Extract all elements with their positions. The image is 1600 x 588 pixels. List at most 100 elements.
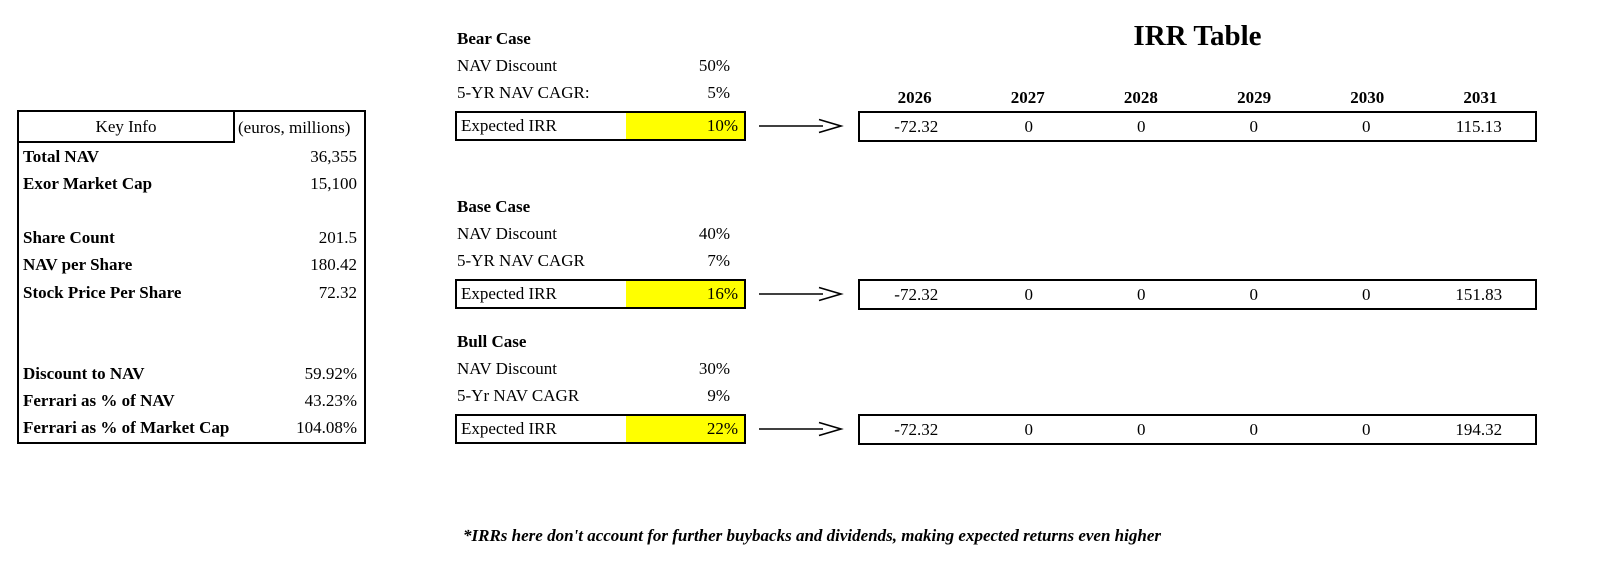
key-info-unit-cell: (euros, millions) (235, 112, 364, 143)
irr-table-row-base: -72.32 0 0 0 0 151.83 (858, 279, 1537, 310)
case-title: Bear Case (457, 28, 531, 48)
key-info-row-ferrari-pct-nav: Ferrari as % of NAV 43.23% (19, 388, 364, 415)
key-info-row-value[interactable]: 36,355 (310, 146, 357, 166)
irr-cash-flow-cell[interactable]: 0 (1362, 284, 1371, 304)
expected-irr-label: Expected IRR (461, 419, 557, 438)
key-info-row-share-count: Share Count 201.5 (19, 225, 364, 252)
assumption-label: NAV Discount (457, 358, 557, 378)
case-title: Base Case (457, 196, 531, 216)
irr-cash-flow-cell[interactable]: 0 (1249, 116, 1259, 136)
irr-table-row-bear: -72.32 0 0 0 0 115.13 (858, 111, 1537, 142)
case-assumption-row: NAV Discount 50% (455, 52, 746, 79)
key-info-row-value[interactable]: 104.08% (296, 418, 357, 438)
assumption-value[interactable]: 5% (707, 82, 730, 102)
irr-cash-flow-cell[interactable]: -72.32 (894, 116, 939, 136)
irr-cash-flow-cell[interactable]: 0 (1362, 419, 1371, 439)
key-info-row-discount-to-nav: Discount to NAV 59.92% (19, 361, 364, 388)
irr-cash-flow-cell[interactable]: 0 (1024, 116, 1034, 136)
irr-cash-flow-cell[interactable]: 0 (1024, 284, 1034, 304)
case-assumption-row: 5-YR NAV CAGR: 5% (455, 79, 746, 106)
key-info-row-total-nav: Total NAV 36,355 (19, 143, 364, 170)
case-assumption-row: NAV Discount 40% (455, 220, 746, 247)
irr-cash-flow-cell[interactable]: -72.32 (894, 419, 939, 439)
irr-cash-flow-cell[interactable]: -72.32 (894, 284, 939, 304)
right-arrow-icon (757, 420, 845, 438)
key-info-row-value[interactable]: 59.92% (304, 364, 357, 384)
key-info-row-label: Stock Price Per Share (23, 282, 182, 302)
expected-irr-value-cell[interactable]: 22% (626, 416, 744, 442)
irr-cash-flow-cell[interactable]: 0 (1137, 284, 1146, 304)
year-header-cell: 2026 (897, 88, 932, 107)
expected-irr-label: Expected IRR (461, 284, 557, 303)
right-arrow-icon (757, 285, 845, 303)
key-info-row-blank (19, 306, 364, 333)
year-header-cell: 2028 (1123, 88, 1158, 107)
assumption-label: 5-Yr NAV CAGR (457, 385, 580, 405)
case-title: Bull Case (457, 331, 527, 351)
key-info-row-stock-price: Stock Price Per Share 72.32 (19, 279, 364, 306)
year-header-cell: 2030 (1350, 88, 1385, 107)
irr-cash-flow-cell[interactable]: 115.13 (1455, 116, 1502, 136)
assumption-label: 5-YR NAV CAGR: (457, 82, 590, 102)
irr-cash-flow-cell[interactable]: 0 (1362, 116, 1371, 136)
assumption-value[interactable]: 40% (698, 223, 730, 243)
assumption-value[interactable]: 30% (698, 358, 730, 378)
key-info-row-blank (19, 197, 364, 224)
expected-irr-value-cell[interactable]: 16% (626, 281, 744, 307)
assumption-value[interactable]: 9% (707, 385, 730, 405)
key-info-row-label: Total NAV (23, 146, 100, 166)
expected-irr-row: Expected IRR 22% (455, 414, 746, 444)
case-section-bull: Bull Case NAV Discount 30% 5-Yr NAV CAGR… (455, 328, 746, 444)
key-info-row-ferrari-pct-market-cap: Ferrari as % of Market Cap 104.08% (19, 415, 364, 442)
key-info-row-blank (19, 333, 364, 360)
key-info-row-value[interactable]: 180.42 (310, 255, 357, 275)
key-info-row-value[interactable]: 201.5 (318, 228, 357, 248)
year-header-cell: 2027 (1010, 88, 1045, 107)
irr-cash-flow-cell[interactable]: 0 (1137, 116, 1146, 136)
key-info-row-label: Ferrari as % of Market Cap (23, 418, 230, 438)
key-info-row-nav-per-share: NAV per Share 180.42 (19, 252, 364, 279)
key-info-title-cell: Key Info (19, 112, 235, 143)
expected-irr-row: Expected IRR 10% (455, 111, 746, 141)
expected-irr-label: Expected IRR (461, 116, 557, 135)
irr-cash-flow-cell[interactable]: 0 (1249, 284, 1259, 304)
case-assumption-row: NAV Discount 30% (455, 355, 746, 382)
key-info-row-label: Ferrari as % of NAV (23, 391, 175, 411)
key-info-table: Key Info (euros, millions) Total NAV 36,… (17, 110, 366, 444)
assumption-label: NAV Discount (457, 223, 557, 243)
case-section-base: Base Case NAV Discount 40% 5-YR NAV CAGR… (455, 193, 746, 309)
key-info-header: Key Info (euros, millions) (19, 112, 364, 143)
year-header-cell: 2031 (1463, 88, 1498, 107)
key-info-row-value[interactable]: 43.23% (304, 391, 357, 411)
key-info-row-value[interactable]: 72.32 (318, 282, 357, 302)
key-info-title: Key Info (95, 116, 157, 136)
footnote-text: *IRRs here don't account for further buy… (463, 526, 1161, 545)
irr-table-year-header: 2026 2027 2028 2029 2030 2031 (858, 86, 1537, 110)
irr-cash-flow-cell[interactable]: 0 (1024, 419, 1034, 439)
irr-cash-flow-cell[interactable]: 0 (1249, 419, 1259, 439)
key-info-row-label: NAV per Share (23, 255, 133, 275)
key-info-unit-label: (euros, millions) (238, 117, 351, 137)
key-info-row-value[interactable]: 15,100 (310, 173, 357, 193)
assumption-label: 5-YR NAV CAGR (457, 250, 585, 270)
expected-irr-value-cell[interactable]: 10% (626, 113, 744, 139)
irr-table-row-bull: -72.32 0 0 0 0 194.32 (858, 414, 1537, 445)
assumption-label: NAV Discount (457, 55, 557, 75)
case-assumption-row: 5-Yr NAV CAGR 9% (455, 382, 746, 409)
irr-cash-flow-cell[interactable]: 151.83 (1455, 284, 1503, 304)
key-info-row-exor-market-cap: Exor Market Cap 15,100 (19, 170, 364, 197)
irr-table-title: IRR Table (1133, 20, 1262, 52)
key-info-row-label: Share Count (23, 228, 115, 248)
key-info-row-label: Exor Market Cap (23, 173, 153, 193)
year-header-cell: 2029 (1237, 88, 1272, 107)
assumption-value[interactable]: 50% (698, 55, 730, 75)
right-arrow-icon (757, 117, 845, 135)
key-info-row-label: Discount to NAV (23, 364, 145, 384)
expected-irr-row: Expected IRR 16% (455, 279, 746, 309)
case-assumption-row: 5-YR NAV CAGR 7% (455, 247, 746, 274)
irr-cash-flow-cell[interactable]: 194.32 (1455, 419, 1503, 439)
assumption-value[interactable]: 7% (707, 250, 730, 270)
irr-cash-flow-cell[interactable]: 0 (1137, 419, 1146, 439)
case-section-bear: Bear Case NAV Discount 50% 5-YR NAV CAGR… (455, 25, 746, 141)
